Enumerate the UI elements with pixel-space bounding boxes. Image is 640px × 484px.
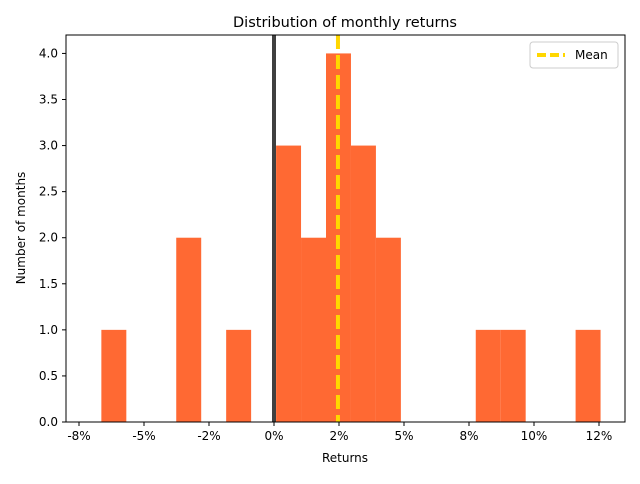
y-tick-label-7: 3.5: [39, 93, 58, 107]
histogram-bar-2: [226, 329, 252, 422]
legend-mean-label: Mean: [575, 48, 608, 62]
y-axis-label: Number of months: [14, 172, 28, 285]
legend: Mean: [529, 41, 619, 69]
x-tick-label-1: -5%: [132, 429, 155, 443]
x-tick-label-8: 12%: [586, 429, 613, 443]
x-tick-label-2: -2%: [197, 429, 220, 443]
histogram-bar-4: [301, 237, 326, 422]
histogram-bar-1: [176, 237, 202, 422]
y-tick-label-5: 2.5: [39, 185, 58, 199]
legend-box: [529, 41, 619, 69]
x-tick-label-5: 5%: [394, 429, 413, 443]
x-tick-label-3: 0%: [264, 429, 283, 443]
y-tick-label-2: 1.0: [39, 323, 58, 337]
histogram-bar-9: [500, 329, 526, 422]
y-tick-label-0: 0.0: [39, 415, 58, 429]
chart-title: Distribution of monthly returns: [233, 15, 457, 31]
x-tick-label-0: -8%: [67, 429, 90, 443]
y-tick-label-1: 0.5: [39, 369, 58, 383]
x-tick-label-6: 8%: [459, 429, 478, 443]
bars-group: [101, 53, 601, 423]
reference-lines: [272, 35, 340, 422]
histogram-bar-3: [276, 145, 302, 423]
plot-frame: [65, 34, 626, 423]
x-tick-label-7: 10%: [521, 429, 548, 443]
histogram-bar-8: [475, 329, 501, 422]
histogram-bar-0: [101, 329, 127, 422]
histogram-bar-6: [350, 145, 376, 423]
y-tick-label-6: 3.0: [39, 139, 58, 153]
histogram-bar-10: [575, 329, 601, 422]
y-tick-label-3: 1.5: [39, 277, 58, 291]
x-axis: -8% -5% -2% 0% 2% 5% 8% 10% 12%: [67, 422, 612, 443]
y-axis: 0.0 0.5 1.0 1.5 2.0 2.5 3.0 3.5 4.0: [39, 46, 66, 429]
histogram-bar-7: [375, 237, 401, 422]
x-axis-label: Returns: [322, 451, 368, 465]
x-tick-label-4: 2%: [329, 429, 348, 443]
y-tick-label-4: 2.0: [39, 231, 58, 245]
y-tick-label-8: 4.0: [39, 46, 58, 60]
